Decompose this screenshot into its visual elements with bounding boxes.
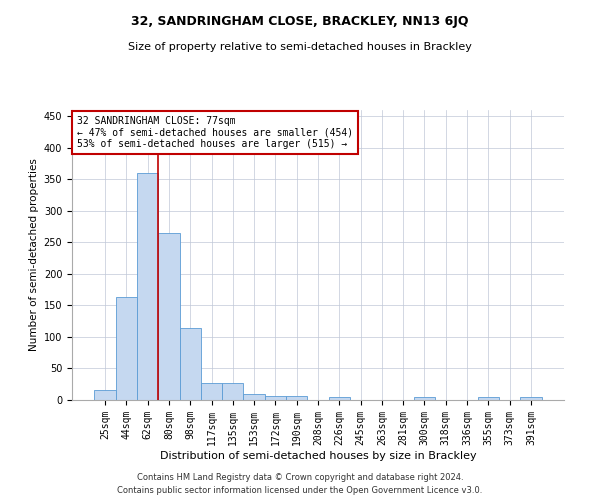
Bar [414, 398, 435, 400]
Bar [201, 383, 222, 400]
Text: Size of property relative to semi-detached houses in Brackley: Size of property relative to semi-detach… [128, 42, 472, 52]
Text: 32, SANDRINGHAM CLOSE, BRACKLEY, NN13 6JQ: 32, SANDRINGHAM CLOSE, BRACKLEY, NN13 6J… [131, 15, 469, 28]
Bar [116, 297, 137, 400]
X-axis label: Distribution of semi-detached houses by size in Brackley: Distribution of semi-detached houses by … [160, 450, 476, 460]
Text: Contains public sector information licensed under the Open Government Licence v3: Contains public sector information licen… [118, 486, 482, 495]
Bar [520, 398, 542, 400]
Text: Contains HM Land Registry data © Crown copyright and database right 2024.: Contains HM Land Registry data © Crown c… [137, 474, 463, 482]
Text: 32 SANDRINGHAM CLOSE: 77sqm
← 47% of semi-detached houses are smaller (454)
53% : 32 SANDRINGHAM CLOSE: 77sqm ← 47% of sem… [77, 116, 353, 149]
Bar [478, 398, 499, 400]
Bar [265, 396, 286, 400]
Bar [137, 173, 158, 400]
Y-axis label: Number of semi-detached properties: Number of semi-detached properties [29, 158, 40, 352]
Bar [94, 390, 116, 400]
Bar [286, 396, 307, 400]
Bar [244, 394, 265, 400]
Bar [158, 233, 179, 400]
Bar [222, 383, 244, 400]
Bar [329, 398, 350, 400]
Bar [179, 328, 201, 400]
